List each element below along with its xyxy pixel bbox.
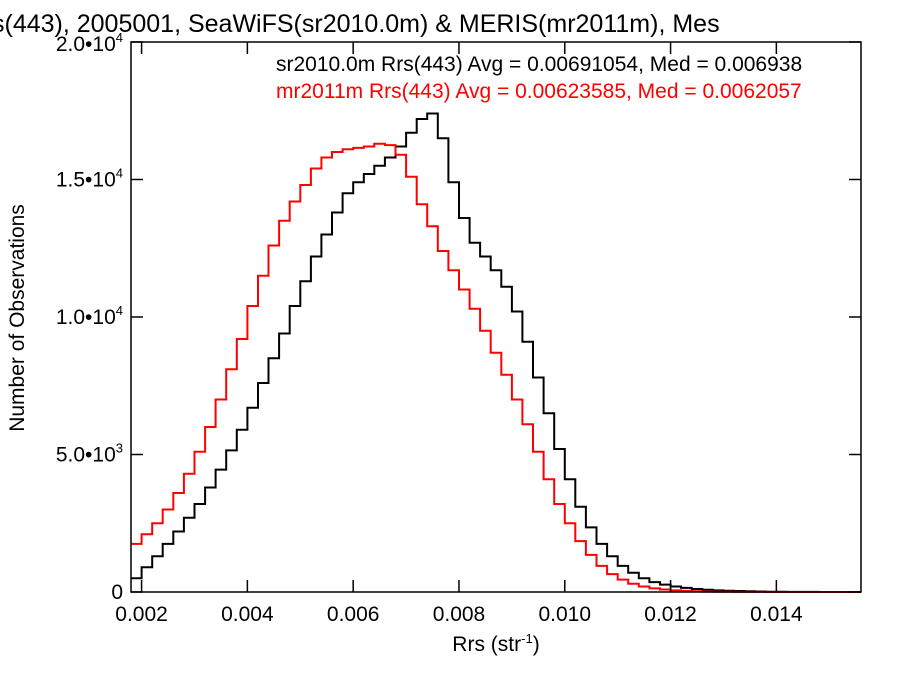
series-line-1 bbox=[131, 142, 861, 593]
annotation-mr2011m: mr2011m Rrs(443) Avg = 0.00623585, Med =… bbox=[276, 80, 802, 103]
chart-title: s(443), 2005001, SeaWiFS(sr2010.0m) & ME… bbox=[0, 10, 720, 38]
y-tick-label: 0 bbox=[111, 581, 123, 604]
x-tick-label: 0.004 bbox=[221, 603, 274, 626]
x-tick-label: 0.014 bbox=[750, 603, 803, 626]
y-axis: 0 5.0•103 1.0•104 1.5•104 2.0•104 bbox=[56, 30, 861, 604]
y-tick-label: 1.5•104 bbox=[56, 166, 123, 192]
x-tick-label: 0.010 bbox=[538, 603, 591, 626]
series-layer bbox=[131, 112, 861, 593]
x-tick-label: 0.006 bbox=[327, 603, 380, 626]
x-tick-label: 0.012 bbox=[644, 603, 697, 626]
annotation-sr2010: sr2010.0m Rrs(443) Avg = 0.00691054, Med… bbox=[276, 53, 802, 76]
y-tick-label: 1.0•104 bbox=[56, 303, 123, 329]
series-line-0 bbox=[131, 112, 861, 593]
y-tick-label: 5.0•103 bbox=[56, 441, 123, 467]
y-tick-label: 2.0•104 bbox=[56, 30, 123, 56]
x-axis: 0.002 0.004 0.006 0.008 0.010 0.012 0.014 bbox=[115, 42, 803, 626]
y-axis-label: Number of Observations bbox=[6, 204, 29, 432]
x-tick-label: 0.008 bbox=[433, 603, 486, 626]
x-tick-label: 0.002 bbox=[115, 603, 168, 626]
x-axis-label: Rrs (str-1) bbox=[452, 631, 539, 656]
